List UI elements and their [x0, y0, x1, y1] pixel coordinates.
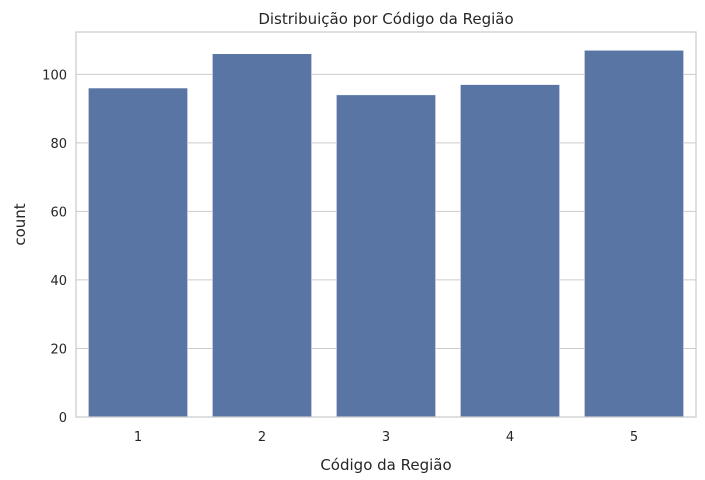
y-tick-label: 60 — [50, 205, 67, 220]
x-tick-label: 2 — [258, 430, 266, 445]
bars — [88, 50, 684, 418]
y-tick-label: 0 — [59, 411, 67, 426]
bar-region-2 — [212, 53, 312, 418]
x-tick-label: 3 — [382, 430, 390, 445]
x-tick-label: 1 — [134, 430, 142, 445]
y-tick-label: 100 — [42, 68, 67, 83]
y-tick-label: 20 — [50, 342, 67, 357]
y-tick-label: 40 — [50, 274, 67, 289]
bar-region-1 — [88, 87, 188, 418]
x-axis-label: Código da Região — [320, 456, 451, 474]
y-tick-label: 80 — [50, 137, 67, 152]
y-tick-labels: 0 20 40 60 80 100 — [42, 68, 67, 426]
y-axis-label: count — [11, 203, 29, 245]
bar-region-5 — [584, 50, 684, 418]
x-tick-labels: 1 2 3 4 5 — [134, 430, 638, 445]
x-tick-label: 5 — [630, 430, 638, 445]
bar-region-4 — [460, 84, 560, 418]
x-tick-label: 4 — [506, 430, 514, 445]
chart-title: Distribuição por Código da Região — [258, 10, 513, 28]
plot-frame — [75, 31, 697, 418]
bar-region-3 — [336, 94, 436, 418]
